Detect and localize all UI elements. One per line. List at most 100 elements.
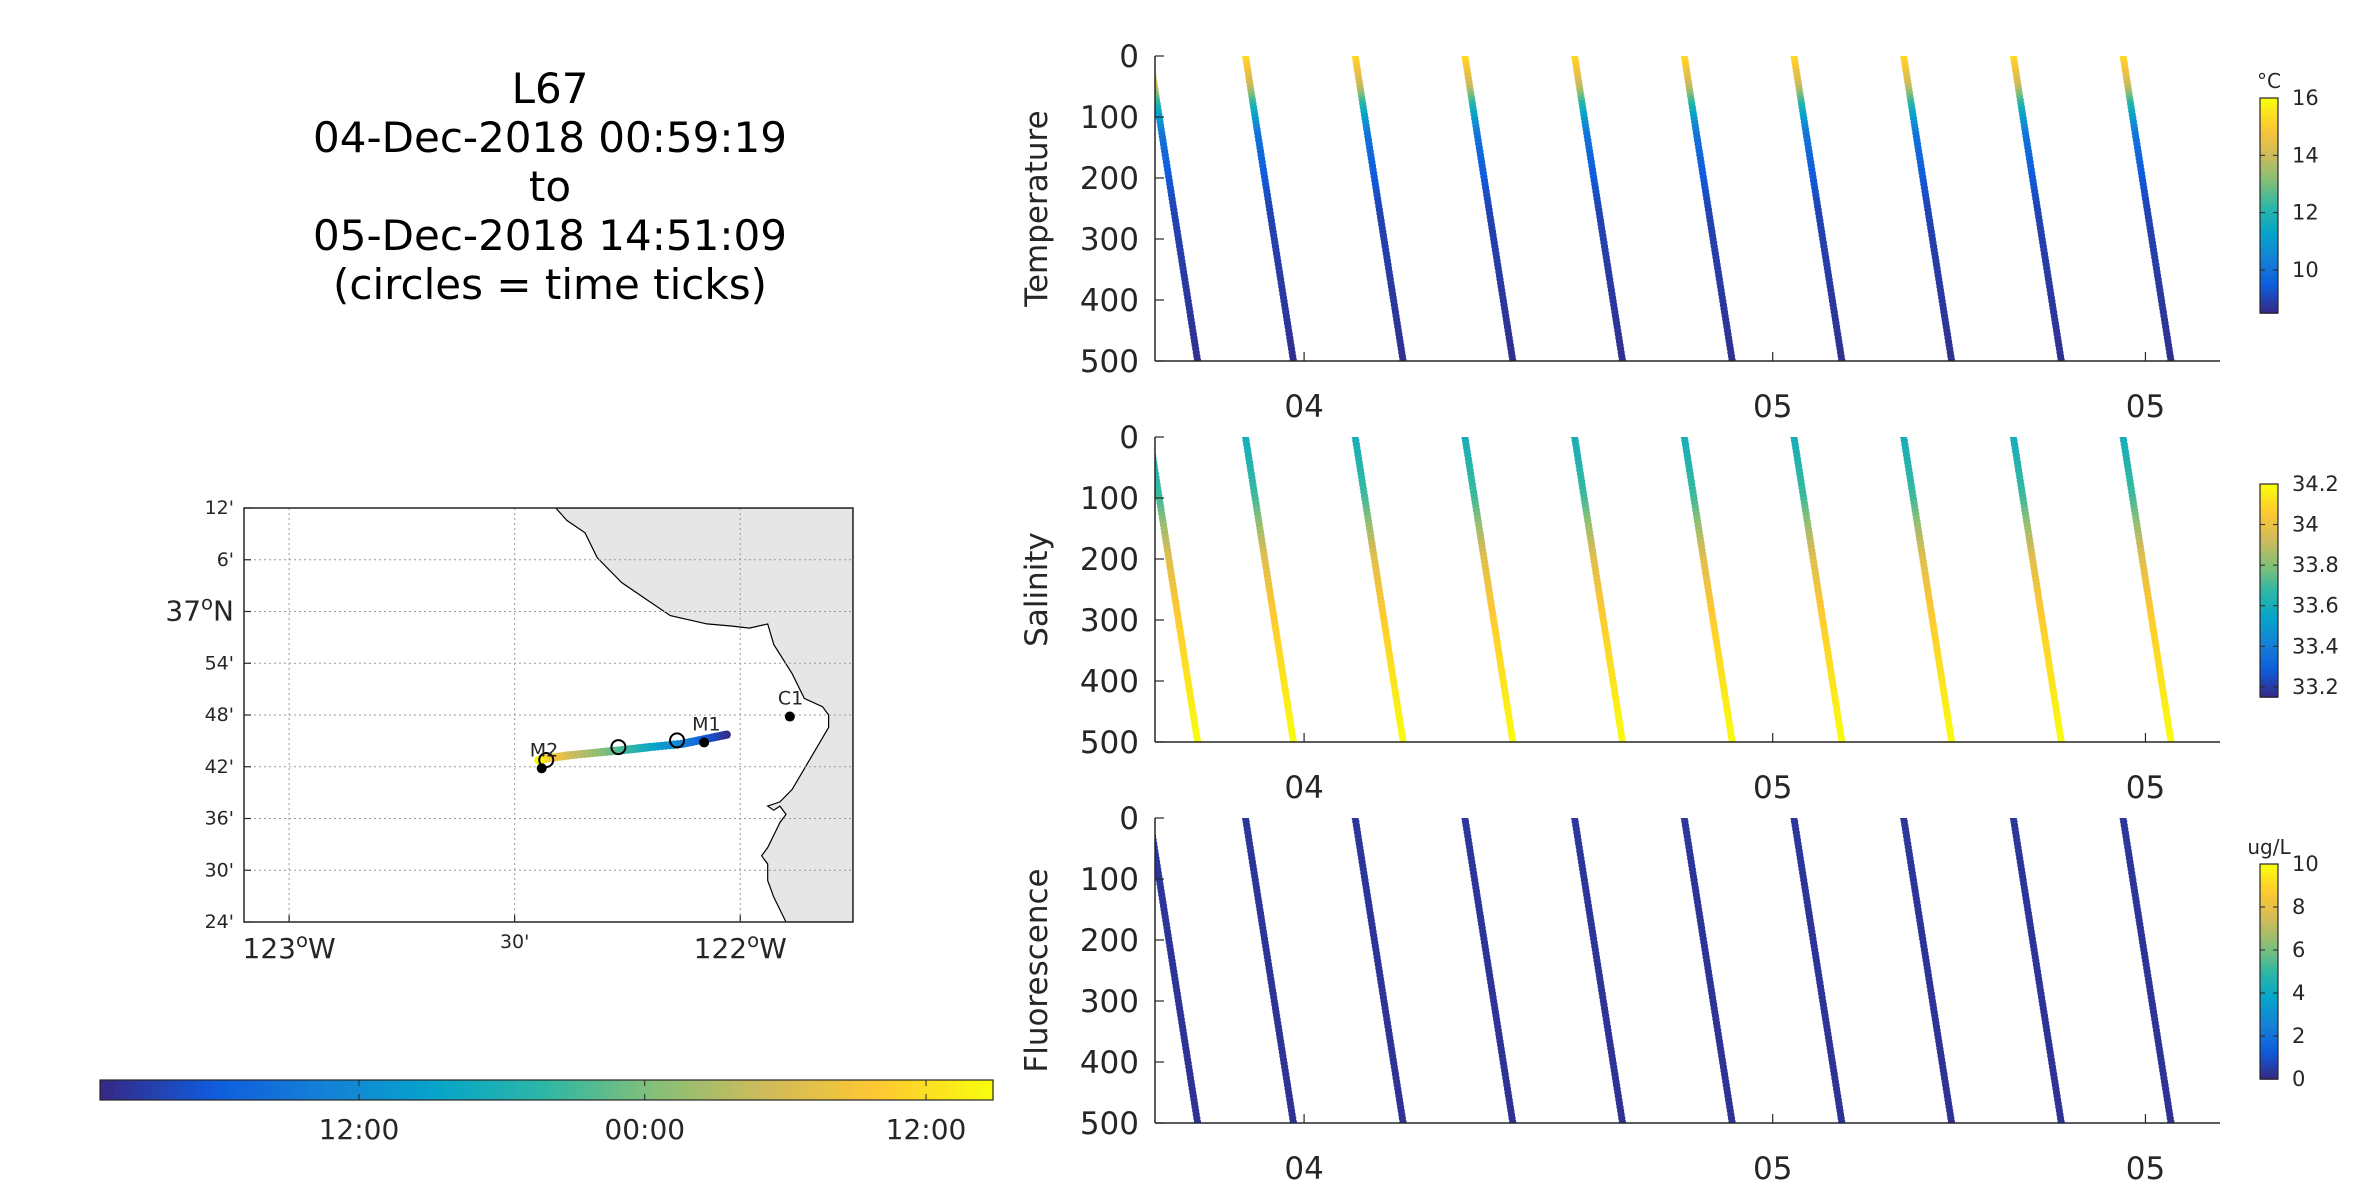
time-colorbar-segment xyxy=(248,1080,258,1100)
colorbar-segment xyxy=(2260,166,2278,171)
colorbar-segment xyxy=(2260,971,2278,976)
time-colorbar-segment xyxy=(300,1080,310,1100)
date-tick-label: 05 xyxy=(1753,389,1792,425)
profile-point xyxy=(2352,899,2359,906)
profile-point xyxy=(2240,122,2247,129)
time-colorbar-segment xyxy=(762,1080,771,1100)
time-colorbar-segment xyxy=(271,1080,280,1100)
colorbar-unit-label: ug/L xyxy=(2247,835,2291,859)
colorbar-segment xyxy=(2260,295,2278,300)
profile-point xyxy=(2275,1107,2282,1114)
time-colorbar-segment xyxy=(531,1080,540,1100)
profile-point xyxy=(2342,74,2349,81)
time-colorbar-segment xyxy=(159,1080,168,1100)
profile-point xyxy=(2248,932,2255,939)
colorbar-tick-label: 34.2 xyxy=(2292,472,2339,496)
colorbar-segment xyxy=(2260,252,2278,257)
time-colorbar-segment xyxy=(561,1080,570,1100)
colorbar-segment xyxy=(2260,551,2278,556)
profile-point xyxy=(2345,474,2352,481)
colorbar-segment xyxy=(2260,622,2278,627)
time-colorbar-segment xyxy=(256,1080,265,1100)
time-colorbar-segment xyxy=(799,1080,808,1100)
depth-tick-label: 300 xyxy=(1080,984,1139,1020)
time-colorbar-segment xyxy=(360,1080,369,1100)
colorbar-segment xyxy=(2260,277,2278,282)
time-colorbar-tick-label: 12:00 xyxy=(886,1113,967,1146)
profile-point xyxy=(2275,726,2282,733)
profile-point xyxy=(2356,924,2362,931)
profile-point xyxy=(2272,708,2279,715)
colorbar-segment xyxy=(2260,626,2278,631)
time-colorbar-segment xyxy=(970,1080,979,1100)
colorbar-segment xyxy=(2260,657,2278,663)
time-colorbar-segment xyxy=(859,1080,868,1100)
profile-point xyxy=(1146,52,1153,59)
profile-point xyxy=(2237,866,2244,873)
profile-point xyxy=(2231,829,2238,836)
station-label-m2: M2 xyxy=(530,739,558,761)
profile-point xyxy=(2339,433,2346,440)
profile-point xyxy=(2350,884,2357,891)
colorbar-segment xyxy=(2260,108,2278,114)
colorbar-tick-label: 33.4 xyxy=(2292,634,2339,658)
depth-tick-label: 0 xyxy=(1119,39,1139,75)
colorbar-segment xyxy=(2260,280,2278,286)
colorbar-segment xyxy=(2260,967,2278,973)
profile-point xyxy=(2340,60,2347,67)
colorbar-segment xyxy=(2260,996,2278,1001)
profile-point xyxy=(2273,331,2280,338)
station-label-m1: M1 xyxy=(692,713,720,735)
colorbar-tick-label: 16 xyxy=(2292,86,2319,110)
colorbar-segment xyxy=(2260,942,2278,948)
profile-point xyxy=(2250,188,2257,195)
profile-point xyxy=(2272,327,2279,334)
time-colorbar-segment xyxy=(747,1080,756,1100)
colorbar-segment xyxy=(2260,241,2278,246)
colorbar-segment xyxy=(2260,1032,2278,1037)
date-tick-label: 05 xyxy=(2126,389,2165,425)
time-colorbar-segment xyxy=(330,1080,339,1100)
profile-point xyxy=(2242,514,2249,521)
profile-point xyxy=(2347,104,2354,111)
profile-point xyxy=(2273,1096,2280,1103)
profile-point xyxy=(2339,437,2346,444)
profile-point xyxy=(2234,463,2241,470)
time-colorbar-segment xyxy=(933,1080,942,1100)
time-colorbar-segment xyxy=(367,1080,377,1100)
profile-point xyxy=(2353,906,2360,913)
colorbar-segment xyxy=(2260,508,2278,514)
profile-point xyxy=(1289,737,1297,742)
profile-point xyxy=(2356,921,2362,928)
profile-point xyxy=(2239,877,2246,884)
profile-point xyxy=(2251,572,2258,579)
colorbar-segment xyxy=(2260,1003,2278,1009)
profile-point xyxy=(2348,488,2355,495)
time-colorbar-frame xyxy=(99,1079,994,1101)
profile-points xyxy=(1146,52,2359,361)
colorbar-segment xyxy=(2260,284,2278,289)
time-colorbar-segment xyxy=(583,1080,592,1100)
profile-point xyxy=(2250,184,2257,191)
colorbar-segment xyxy=(2260,565,2278,570)
profile-point xyxy=(1618,737,1626,742)
colorbar-segment xyxy=(2260,248,2278,253)
profile-point xyxy=(2352,133,2359,140)
time-colorbar-segment xyxy=(427,1080,436,1100)
profile-point xyxy=(2343,78,2350,85)
time-colorbar-segment xyxy=(866,1080,875,1100)
depth-tick-label: 200 xyxy=(1080,161,1139,197)
profile-point xyxy=(2238,492,2245,499)
colorbar-segment xyxy=(2260,237,2278,243)
colorbar-segment xyxy=(2260,173,2278,178)
time-colorbar-segment xyxy=(472,1080,481,1100)
profile-point xyxy=(2232,71,2239,78)
profile-point xyxy=(2253,583,2260,590)
profile-point xyxy=(2230,441,2237,448)
profile-point xyxy=(2240,880,2247,887)
colorbar-segment xyxy=(2260,939,2278,944)
profile-point xyxy=(2358,935,2362,942)
colorbar-segment xyxy=(2260,665,2278,670)
colorbar-segment xyxy=(2260,155,2278,160)
colorbar-tick-label: 12 xyxy=(2292,201,2319,225)
